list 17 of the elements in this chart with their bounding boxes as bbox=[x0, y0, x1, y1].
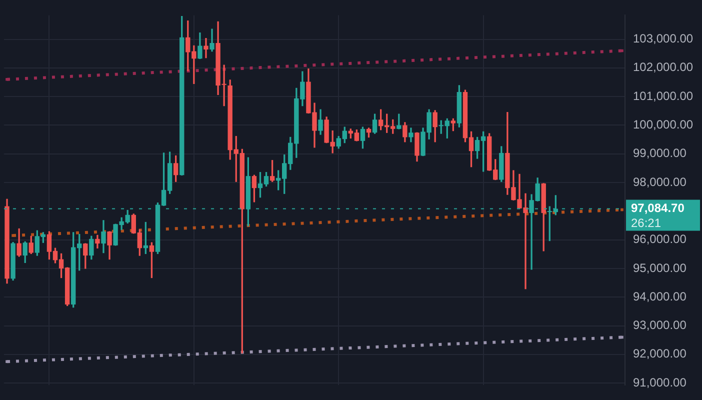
y-tick-label: 96,000.00 bbox=[633, 232, 687, 246]
y-tick-label: 93,000.00 bbox=[633, 318, 687, 332]
point bbox=[620, 49, 624, 52]
y-tick-label: 95,000.00 bbox=[633, 260, 687, 275]
y-tick-label: 99,000.00 bbox=[633, 146, 687, 160]
point bbox=[620, 336, 624, 339]
y-tick-label: 91,000.00 bbox=[633, 375, 687, 390]
y-tick-label: 98,000.00 bbox=[633, 174, 687, 189]
y-tick-label: 92,000.00 bbox=[633, 346, 687, 361]
y-tick-label: 101,000.00 bbox=[633, 88, 694, 103]
ref-line-label: 97,084.70 bbox=[631, 201, 685, 216]
y-tick-label: 102,000.00 bbox=[633, 60, 694, 74]
y-tick-label: 100,000.00 bbox=[633, 118, 694, 132]
y-tick-label: 94,000.00 bbox=[633, 289, 687, 304]
text: 26:21 bbox=[631, 216, 662, 230]
point bbox=[620, 208, 624, 212]
y-tick-label: 103,000.00 bbox=[633, 32, 694, 46]
